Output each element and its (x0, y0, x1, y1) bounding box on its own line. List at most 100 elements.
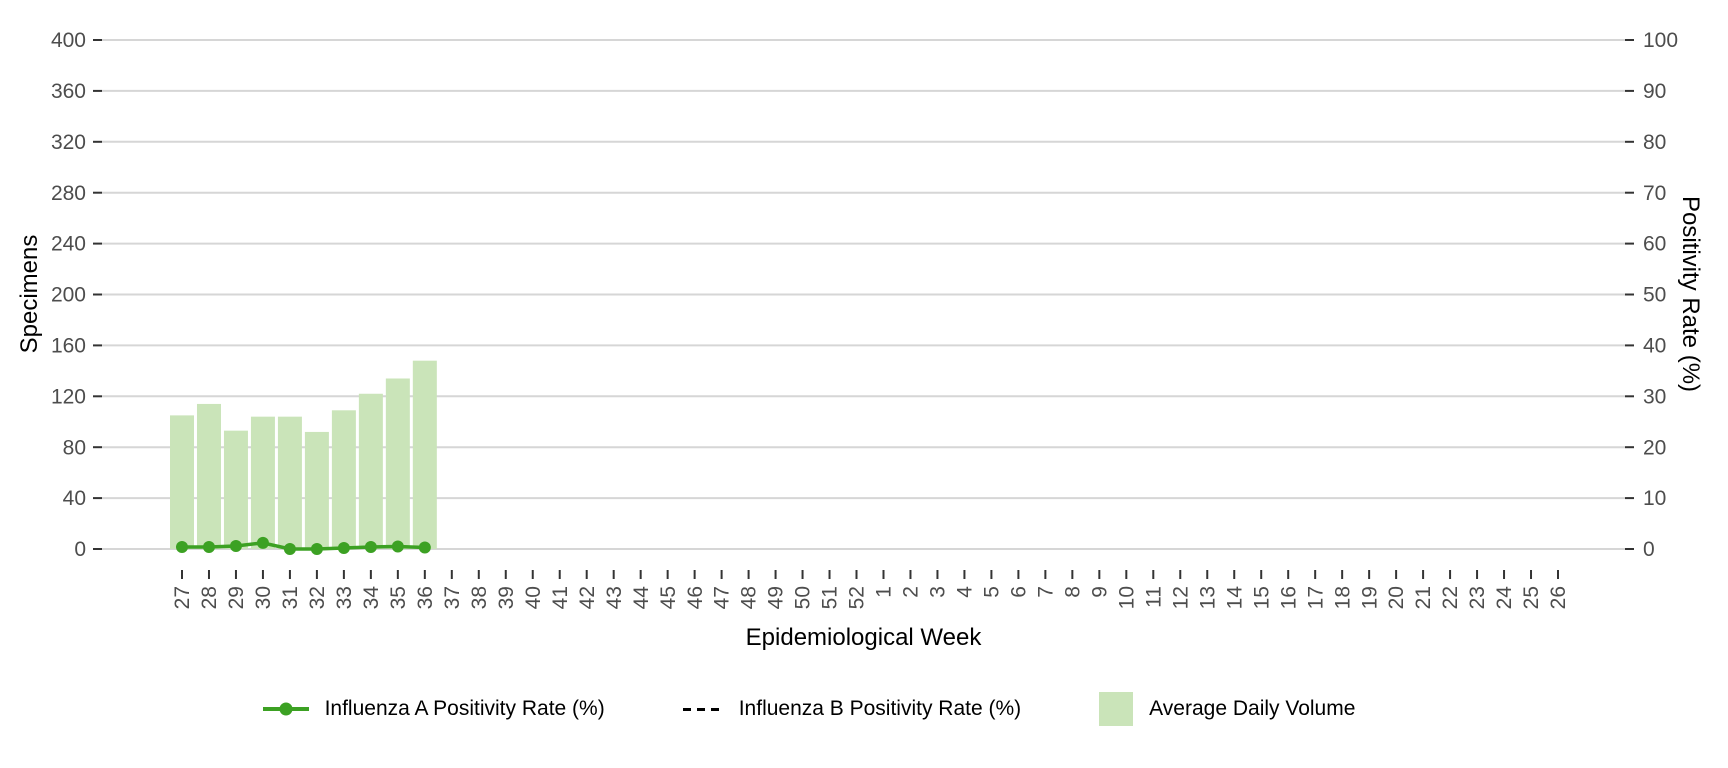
x-axis-title: Epidemiological Week (745, 624, 982, 651)
x-tick-label-week-10: 10 (1115, 586, 1138, 609)
x-tick-label-week-5: 5 (981, 586, 1004, 598)
y-right-tick-label: 60 (1643, 233, 1666, 256)
x-tick-label-week-18: 18 (1331, 586, 1354, 609)
y-left-tick-label: 200 (51, 284, 86, 307)
influenza-a-point-week-31 (283, 543, 296, 555)
x-tick-label-week-25: 25 (1520, 586, 1543, 609)
y-right-tick-label: 40 (1643, 335, 1666, 358)
x-tick-label-week-49: 49 (765, 586, 788, 609)
x-tick-label-week-29: 29 (225, 586, 248, 609)
legend-label-average-daily-volume: Average Daily Volume (1149, 697, 1356, 720)
bar-week-34 (358, 393, 383, 549)
x-tick-label-week-46: 46 (684, 586, 707, 609)
y-left-tick-label: 320 (51, 131, 86, 154)
x-tick-label-week-24: 24 (1493, 586, 1516, 610)
x-tick-label-week-38: 38 (468, 586, 491, 609)
legend: Influenza A Positivity Rate (%) Influenz… (0, 692, 1673, 726)
bar-week-35 (385, 378, 410, 549)
x-tick-label-week-3: 3 (927, 586, 950, 598)
influenza-a-point-week-28 (202, 540, 215, 553)
x-tick-label-week-4: 4 (954, 586, 977, 598)
x-tick-label-week-32: 32 (306, 586, 329, 609)
x-tick-label-week-16: 16 (1277, 586, 1300, 609)
x-tick-label-week-19: 19 (1358, 586, 1381, 609)
y-left-tick-label: 360 (51, 80, 86, 103)
x-tick-label-week-13: 13 (1196, 586, 1219, 609)
x-tick-label-week-11: 11 (1142, 586, 1165, 608)
y-right-tick-label: 30 (1643, 385, 1666, 408)
y-left-tick-label: 0 (74, 538, 86, 561)
y-right-tick-label: 100 (1643, 29, 1678, 52)
x-tick-label-week-17: 17 (1304, 586, 1327, 609)
x-tick-label-week-39: 39 (495, 586, 518, 609)
legend-label-influenza-a: Influenza A Positivity Rate (%) (324, 697, 605, 720)
y-right-tick-label: 90 (1643, 80, 1666, 103)
x-tick-label-week-51: 51 (819, 586, 842, 609)
y-left-tick-label: 160 (51, 335, 86, 358)
legend-key-volume-swatch-icon (1099, 692, 1134, 726)
x-tick-label-week-31: 31 (279, 586, 302, 609)
bar-week-36 (412, 360, 437, 549)
y-right-tick-label: 0 (1643, 538, 1655, 561)
influenza-a-point-week-36 (418, 541, 431, 554)
bar-week-29 (223, 430, 248, 549)
y-right-tick-label: 10 (1643, 487, 1666, 510)
x-tick-label-week-20: 20 (1385, 586, 1408, 609)
x-tick-label-week-28: 28 (198, 586, 221, 609)
x-tick-label-week-41: 41 (549, 586, 572, 609)
legend-item-average-daily-volume: Average Daily Volume (1099, 692, 1355, 726)
x-tick-label-week-50: 50 (792, 586, 815, 609)
bar-week-27 (170, 415, 194, 549)
x-tick-label-week-8: 8 (1061, 586, 1084, 598)
influenza-a-point-week-30 (256, 536, 269, 549)
y-right-tick-label: 20 (1643, 436, 1666, 459)
x-tick-label-week-2: 2 (900, 586, 923, 598)
left-axis-title: Specimens (16, 234, 43, 354)
bar-week-28 (196, 403, 221, 549)
legend-item-influenza-b: Influenza B Positivity Rate (%) (682, 697, 1021, 721)
gridlines (102, 39, 1625, 550)
legend-key-influenza-b-dashed-line-icon (682, 707, 723, 711)
x-tick-label-week-47: 47 (711, 586, 734, 609)
x-tick-label-week-36: 36 (414, 586, 437, 609)
x-tick-label-week-34: 34 (360, 586, 383, 610)
y-left-tick-label: 400 (51, 29, 86, 52)
x-tick-label-week-12: 12 (1169, 586, 1192, 609)
y-axis-right-tick-labels: 0 10 20 30 40 50 60 70 80 90 100 (1643, 29, 1678, 561)
y-right-tick-label: 70 (1643, 182, 1666, 205)
influenza-a-point-week-35 (391, 540, 404, 553)
influenza-a-line (176, 536, 431, 555)
x-tick-label-week-40: 40 (522, 586, 545, 609)
x-tick-label-week-44: 44 (630, 586, 653, 610)
y-left-tick-label: 80 (63, 436, 86, 459)
x-tick-label-week-27: 27 (171, 586, 194, 609)
x-tick-label-week-43: 43 (603, 586, 626, 609)
x-tick-label-week-1: 1 (873, 586, 896, 598)
x-tick-label-week-45: 45 (657, 586, 680, 609)
bar-week-30 (250, 416, 275, 549)
x-tick-label-week-15: 15 (1250, 586, 1273, 609)
y-left-tick-label: 40 (63, 487, 86, 510)
x-tick-label-week-26: 26 (1547, 586, 1570, 609)
x-tick-label-week-37: 37 (441, 586, 464, 609)
legend-item-influenza-a: Influenza A Positivity Rate (%) (262, 697, 605, 721)
influenza-a-point-week-29 (229, 539, 242, 552)
x-tick-label-week-6: 6 (1008, 586, 1031, 598)
x-tick-label-week-48: 48 (738, 586, 761, 609)
x-tick-label-week-14: 14 (1223, 586, 1246, 610)
y-axis-left-tick-labels: 0 40 80 120 160 200 240 280 320 360 400 (51, 29, 86, 561)
legend-key-influenza-a-dot-icon (279, 702, 293, 716)
x-tick-label-week-52: 52 (846, 586, 869, 609)
x-tick-label-week-22: 22 (1439, 586, 1462, 609)
x-tick-label-week-9: 9 (1088, 586, 1111, 598)
bars-average-daily-volume (170, 360, 437, 549)
y-right-tick-label: 50 (1643, 284, 1666, 307)
x-tick-label-week-21: 21 (1412, 586, 1435, 609)
bar-week-32 (304, 431, 329, 549)
y-left-tick-label: 280 (51, 182, 86, 205)
x-tick-label-week-42: 42 (576, 586, 599, 609)
x-tick-label-week-33: 33 (333, 586, 356, 609)
y-left-tick-label: 240 (51, 233, 86, 256)
